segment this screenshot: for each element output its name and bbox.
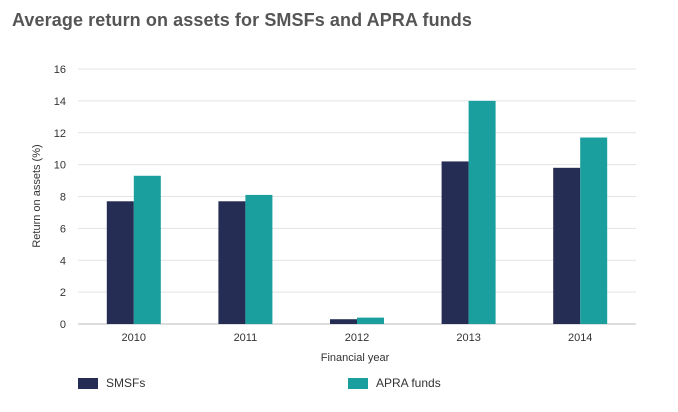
y-tick-label: 16 [54,64,66,76]
bar-smsfs-2012 [330,319,357,324]
legend-apra-funds: APRA funds [348,376,441,390]
legend-smsfs: SMSFs [78,376,145,390]
bar-smsfs-2010 [106,201,134,324]
bar-apra-funds-2012 [357,317,384,324]
legend-swatch-apra-funds [348,377,368,389]
legend-label-apra-funds: APRA funds [376,376,441,390]
y-axis-label: Return on assets (%) [31,144,43,247]
x-tick-label: 2014 [568,332,592,344]
x-tick-label: 2012 [345,332,369,344]
bar-apra-funds-2010 [133,175,161,324]
bar-apra-funds-2014 [580,137,608,324]
y-tick-label: 2 [60,287,66,299]
x-tick-label: 2013 [456,332,480,344]
x-axis-label: Financial year [321,352,390,364]
legend-label-smsfs: SMSFs [106,376,146,390]
y-tick-label: 0 [60,319,66,331]
y-axis-ticks: 0 2 4 6 8 10 12 14 16 [54,64,66,331]
x-axis-ticks: 2010 2011 2012 2013 2014 [122,332,593,344]
x-tick-label: 2011 [234,332,258,344]
y-tick-label: 4 [60,255,66,267]
y-tick-label: 8 [60,192,66,204]
bar-smsfs-2011 [218,201,246,324]
gridlines [78,68,636,325]
y-tick-label: 10 [54,160,66,172]
bar-smsfs-2014 [553,167,581,324]
y-tick-label: 14 [54,96,66,108]
chart-title: Average return on assets for SMSFs and A… [12,10,472,30]
y-tick-label: 6 [60,223,66,235]
y-tick-label: 12 [54,128,66,140]
bars [106,100,608,324]
legend-swatch-smsfs [78,377,98,389]
bar-apra-funds-2011 [245,194,273,324]
bar-apra-funds-2013 [468,100,496,324]
x-tick-label: 2010 [122,332,146,344]
bar-smsfs-2013 [441,161,469,324]
